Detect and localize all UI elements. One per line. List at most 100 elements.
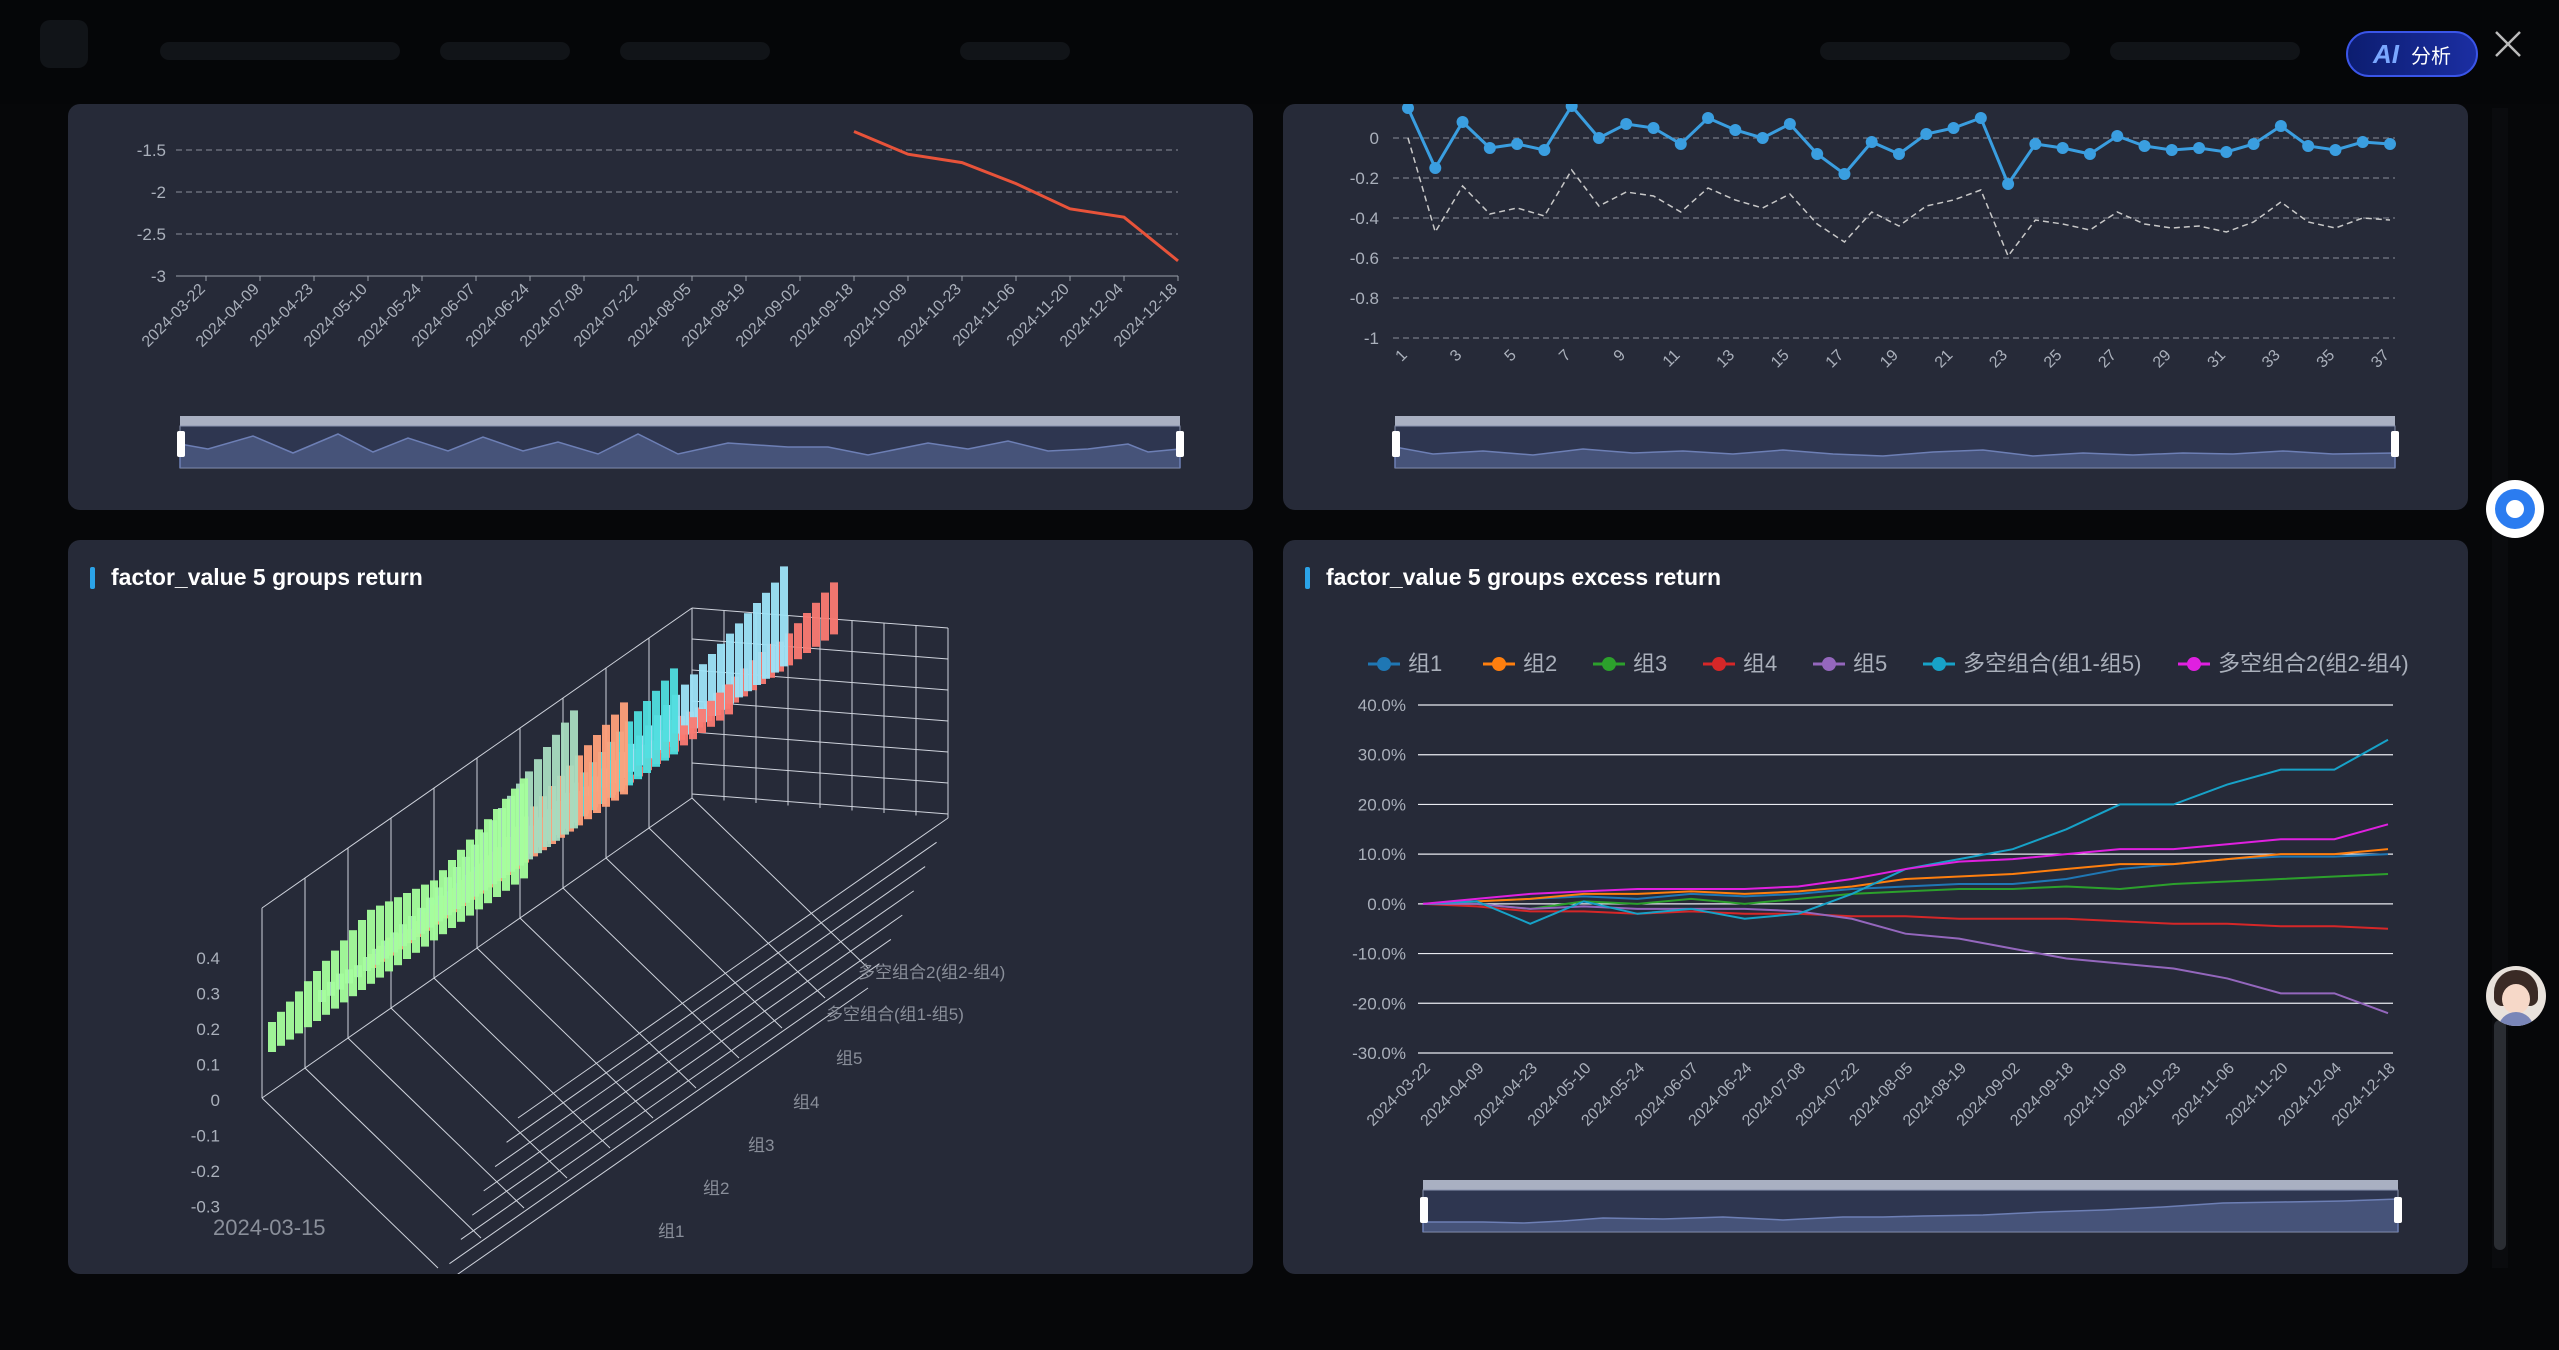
close-icon[interactable] [2490, 26, 2526, 62]
datazoom-left-handle[interactable] [1392, 431, 1400, 457]
bar [716, 692, 724, 721]
bar [708, 654, 716, 716]
nav-blur-2 [440, 42, 570, 60]
legend-marker [2187, 657, 2201, 671]
datazoom-left-handle[interactable] [177, 431, 185, 457]
legend-item[interactable]: 多空组合(组1-组5) [1923, 651, 2141, 676]
datazoom-slider[interactable] [1420, 1180, 2402, 1233]
data-point [1729, 124, 1742, 136]
ai-analysis-button[interactable]: AI 分析 [2346, 31, 2478, 77]
x-tick-label: 17 [1823, 347, 1848, 372]
grid-line [261, 1097, 439, 1269]
data-point [1592, 132, 1605, 144]
legend-item[interactable]: 组2 [1483, 651, 1557, 676]
legend-marker [1822, 657, 1836, 671]
x-tick-label: 19 [1877, 347, 1902, 372]
data-point [1811, 148, 1824, 160]
y-tick-label: 40.0% [1358, 696, 1406, 715]
legend-item[interactable]: 组3 [1593, 651, 1667, 676]
bar [484, 819, 492, 904]
bar [525, 771, 533, 860]
datazoom-left-handle[interactable] [1420, 1197, 1428, 1223]
data-point [2220, 146, 2233, 158]
grid-line [457, 987, 869, 1274]
data-point [1783, 118, 1796, 130]
legend-item[interactable]: 组5 [1813, 651, 1887, 676]
series-line [1422, 823, 2389, 905]
x-tick-label: 15 [1768, 347, 1793, 372]
z-tick-label: 0.4 [196, 949, 220, 968]
datazoom-slider[interactable] [1392, 416, 2399, 469]
series-axis-label: 多空组合(组1-组5) [826, 1005, 964, 1024]
bar [634, 711, 642, 780]
bar [725, 684, 733, 715]
title-accent-bar [1305, 566, 1310, 589]
x-tick-label: 21 [1932, 347, 1957, 372]
series-line [1422, 848, 2389, 905]
data-point [1920, 128, 1933, 140]
grid-line [691, 797, 869, 969]
x-tick-label: 11 [1660, 347, 1684, 371]
bar [511, 788, 519, 885]
grid-line [476, 947, 654, 1119]
data-point [1974, 112, 1987, 124]
x-tick-label: 35 [2314, 347, 2339, 372]
y-tick-label: 30.0% [1358, 746, 1406, 765]
datazoom-handle-bar[interactable] [1395, 416, 2395, 426]
legend-label: 组4 [1743, 651, 1777, 676]
chat-icon[interactable] [2486, 480, 2544, 538]
legend-item[interactable]: 组4 [1703, 651, 1777, 676]
bar [744, 613, 752, 692]
grid-line [390, 1007, 568, 1179]
series-axis-label: 组4 [793, 1093, 819, 1112]
x-tick-label: 29 [2150, 347, 2175, 372]
data-point [1838, 168, 1851, 180]
data-point [2056, 142, 2069, 154]
legend-marker [1492, 657, 1506, 671]
y-tick-label: -3 [151, 267, 166, 286]
legend-item[interactable]: 组1 [1368, 651, 1442, 676]
grid-line [433, 977, 611, 1149]
bar [620, 702, 628, 795]
data-point [2193, 142, 2206, 154]
datazoom-handle-bar[interactable] [1423, 1180, 2398, 1190]
x-tick-label: 33 [2259, 347, 2284, 372]
chart-top-left: -1.5-2-2.5-3 2024-03-222024-04-092024-04… [137, 130, 1184, 469]
series-axis-label: 组3 [748, 1136, 774, 1155]
data-point [1947, 122, 1960, 134]
assistant-avatar-icon[interactable] [2486, 966, 2546, 1026]
legend-item[interactable]: 多空组合2(组2-组4) [2178, 651, 2409, 676]
panel-title: factor_value 5 groups excess return [1305, 564, 1721, 591]
x-tick-label: 9 [1611, 347, 1629, 365]
datazoom-slider[interactable] [177, 416, 1184, 469]
bar [385, 901, 393, 972]
grid-line [304, 1067, 482, 1239]
y-tick-label: -2 [151, 183, 166, 202]
chart-top-right: 0-0.2-0.4-0.6-0.8-1 1 3 5 7 9 11 13 15 17 19 21 23 2… [1350, 104, 2399, 469]
datazoom-right-handle[interactable] [2391, 431, 2399, 457]
grid-line [483, 890, 915, 1192]
grid-line [691, 669, 949, 691]
series-line-dashed [1407, 137, 2391, 258]
x-tick-label: 25 [2041, 347, 2066, 372]
date-axis-label: 2024-03-15 [213, 1215, 326, 1240]
data-point [2302, 140, 2315, 152]
bar [821, 592, 829, 641]
z-tick-label: -0.1 [191, 1127, 220, 1146]
bar [493, 809, 501, 897]
data-point [1647, 122, 1660, 134]
data-point [1483, 142, 1496, 154]
nav-blur-4 [960, 42, 1070, 60]
bar [652, 690, 660, 767]
legend-label: 组5 [1853, 651, 1887, 676]
datazoom-handle-bar[interactable] [180, 416, 1180, 426]
data-point [1429, 162, 1442, 174]
nav-blur-6 [2110, 42, 2300, 60]
y-tick-label: -0.4 [1350, 209, 1379, 228]
datazoom-right-handle[interactable] [2394, 1197, 2402, 1223]
datazoom-right-handle[interactable] [1176, 431, 1184, 457]
data-point [1565, 104, 1578, 112]
bar [735, 623, 743, 698]
scrollbar-thumb[interactable] [2494, 1020, 2506, 1250]
data-point [2138, 140, 2151, 152]
